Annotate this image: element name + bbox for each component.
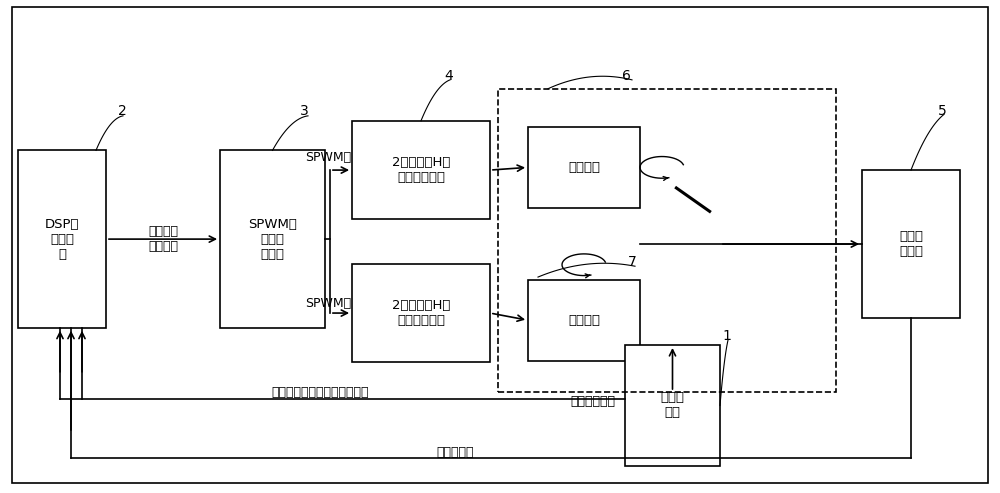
Text: SPWM波: SPWM波 [305,151,351,164]
Text: 角度传
感器: 角度传 感器 [660,391,684,420]
Text: SPWM细
分驱动
控制器: SPWM细 分驱动 控制器 [248,217,297,261]
Text: 2个双极性H桥
功率驱动电路: 2个双极性H桥 功率驱动电路 [392,156,450,184]
Text: 7: 7 [628,255,637,269]
Text: 5: 5 [938,104,947,118]
Bar [498,89,836,392]
Text: 方位电机: 方位电机 [568,314,600,327]
Text: 2个双极性H桥
功率驱动电路: 2个双极性H桥 功率驱动电路 [392,299,450,327]
Bar [18,150,106,328]
Bar [862,170,960,318]
Bar [352,264,490,362]
Text: 2: 2 [118,104,127,118]
Text: 3: 3 [300,104,309,118]
Bar [352,121,490,219]
Text: 俯仰电机: 俯仰电机 [568,161,600,174]
Bar [220,150,325,328]
Bar [528,280,640,361]
Text: 二维脱靶量: 二维脱靶量 [436,447,474,459]
Text: SPWM波: SPWM波 [305,297,351,310]
Text: 方位轴角度值和俯仰轴角度值: 方位轴角度值和俯仰轴角度值 [271,387,369,399]
Bar [625,345,720,466]
Bar [528,127,640,208]
Text: 四象限
探测器: 四象限 探测器 [899,230,923,258]
Text: DSP闭
环控制
器: DSP闭 环控制 器 [45,217,79,261]
Text: 运动方向
分频系数: 运动方向 分频系数 [148,225,178,253]
Text: 6: 6 [622,70,631,83]
Text: 4: 4 [444,70,453,83]
Text: 两轴扫描机构: 两轴扫描机构 [570,395,615,408]
Text: 1: 1 [722,329,731,343]
